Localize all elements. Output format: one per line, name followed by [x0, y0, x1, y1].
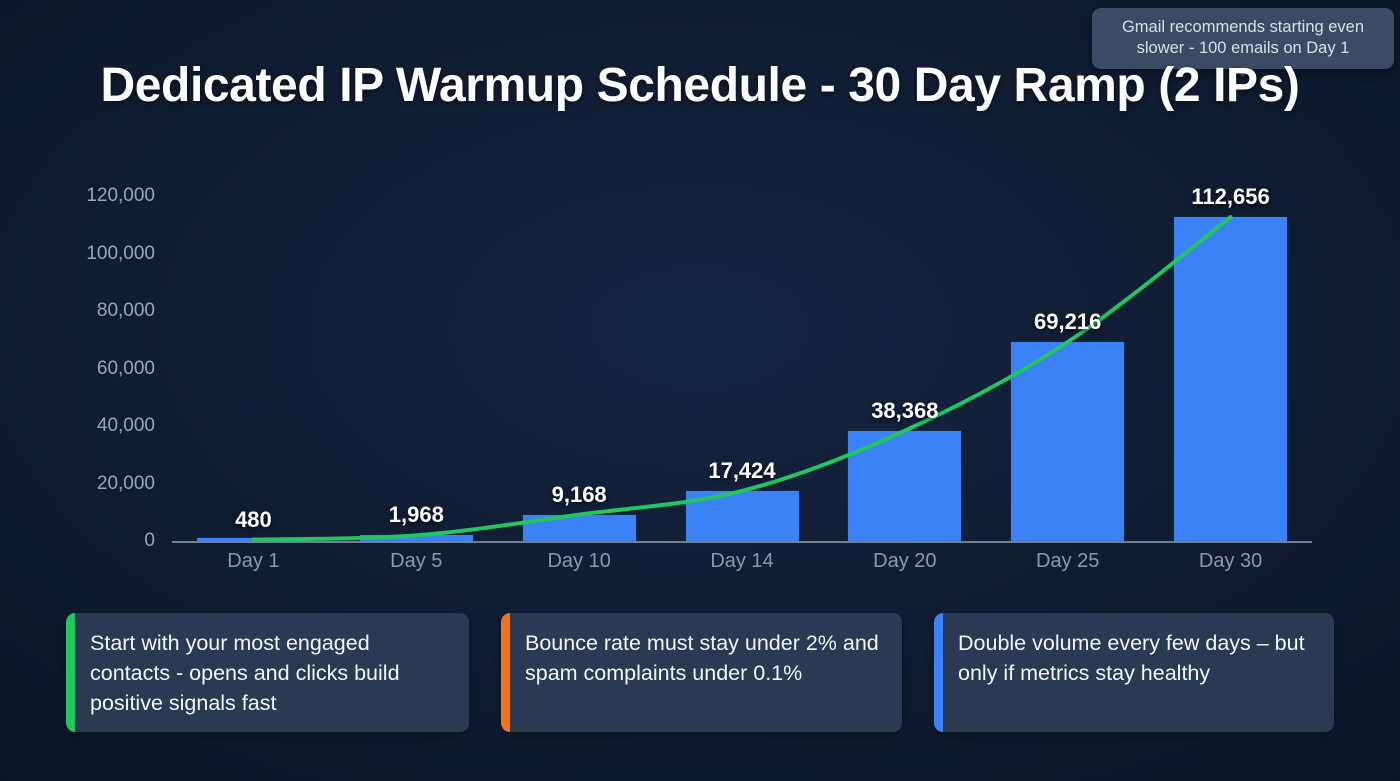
chart-bar[interactable]: [1011, 342, 1125, 541]
y-axis-tick-label: 20,000: [96, 472, 155, 494]
trend-line-path: [251, 215, 1233, 542]
bar-value-label: 17,424: [708, 457, 776, 483]
x-axis-line: [172, 541, 1312, 543]
x-axis-tick-label: Day 30: [1198, 550, 1263, 572]
y-axis-tick-label: 40,000: [96, 415, 155, 436]
gmail-recommendation-tooltip: Gmail recommends starting even slower - …: [1092, 8, 1394, 77]
y-axis-tick-label: 80,000: [96, 300, 155, 321]
card-text: Start with your most engaged contacts - …: [90, 631, 400, 715]
card-accent-bar-orange: [501, 613, 510, 732]
card-accent-bar-green: [66, 613, 75, 732]
bar-value-label: 480: [235, 506, 272, 532]
card-accent-bar-blue: [934, 613, 943, 732]
x-axis-tick-label: Day 20: [873, 550, 937, 572]
bar-value-label: 1,968: [388, 502, 444, 528]
x-axis-tick-label: Day 14: [710, 550, 774, 572]
y-axis-tick-label: 100,000: [86, 242, 155, 264]
bar-value-label: 9,168: [551, 481, 607, 507]
chart-bar[interactable]: [1174, 217, 1288, 541]
chart-bar[interactable]: [359, 535, 473, 541]
trend-line-overlay: [251, 215, 1233, 542]
card-text: Bounce rate must stay under 2% and spam …: [525, 631, 879, 685]
guidance-cards: Start with your most engaged contacts - …: [66, 613, 1334, 732]
guidance-card-double-volume: Double volume every few days – but only …: [934, 613, 1334, 732]
x-axis-tick-label: Day 10: [547, 550, 611, 572]
guidance-card-bounce-rate: Bounce rate must stay under 2% and spam …: [501, 613, 902, 732]
guidance-card-engaged-contacts: Start with your most engaged contacts - …: [66, 613, 469, 732]
warmup-volume-chart: 0 20,000 40,000 60,000 80,000 100,000 120,000 …: [0, 150, 1400, 590]
bar-value-label: 69,216: [1034, 309, 1102, 334]
x-axis-tick-label: Day 25: [1036, 550, 1100, 572]
bar-value-label: 38,368: [871, 397, 939, 423]
page-title: Dedicated IP Warmup Schedule - 30 Day Ra…: [100, 59, 1300, 112]
card-text: Double volume every few days – but only …: [958, 631, 1305, 685]
tooltip-text: Gmail recommends starting even slower - …: [1121, 18, 1365, 57]
y-axis-tick-label: 120,000: [86, 185, 155, 206]
x-axis-tick-label: Day 5: [390, 550, 443, 572]
y-axis-tick-label: 0: [144, 530, 155, 551]
bar-value-label: 112,656: [1191, 184, 1270, 210]
y-axis-tick-label: 60,000: [96, 357, 155, 379]
x-axis-tick-label: Day 1: [227, 550, 280, 572]
